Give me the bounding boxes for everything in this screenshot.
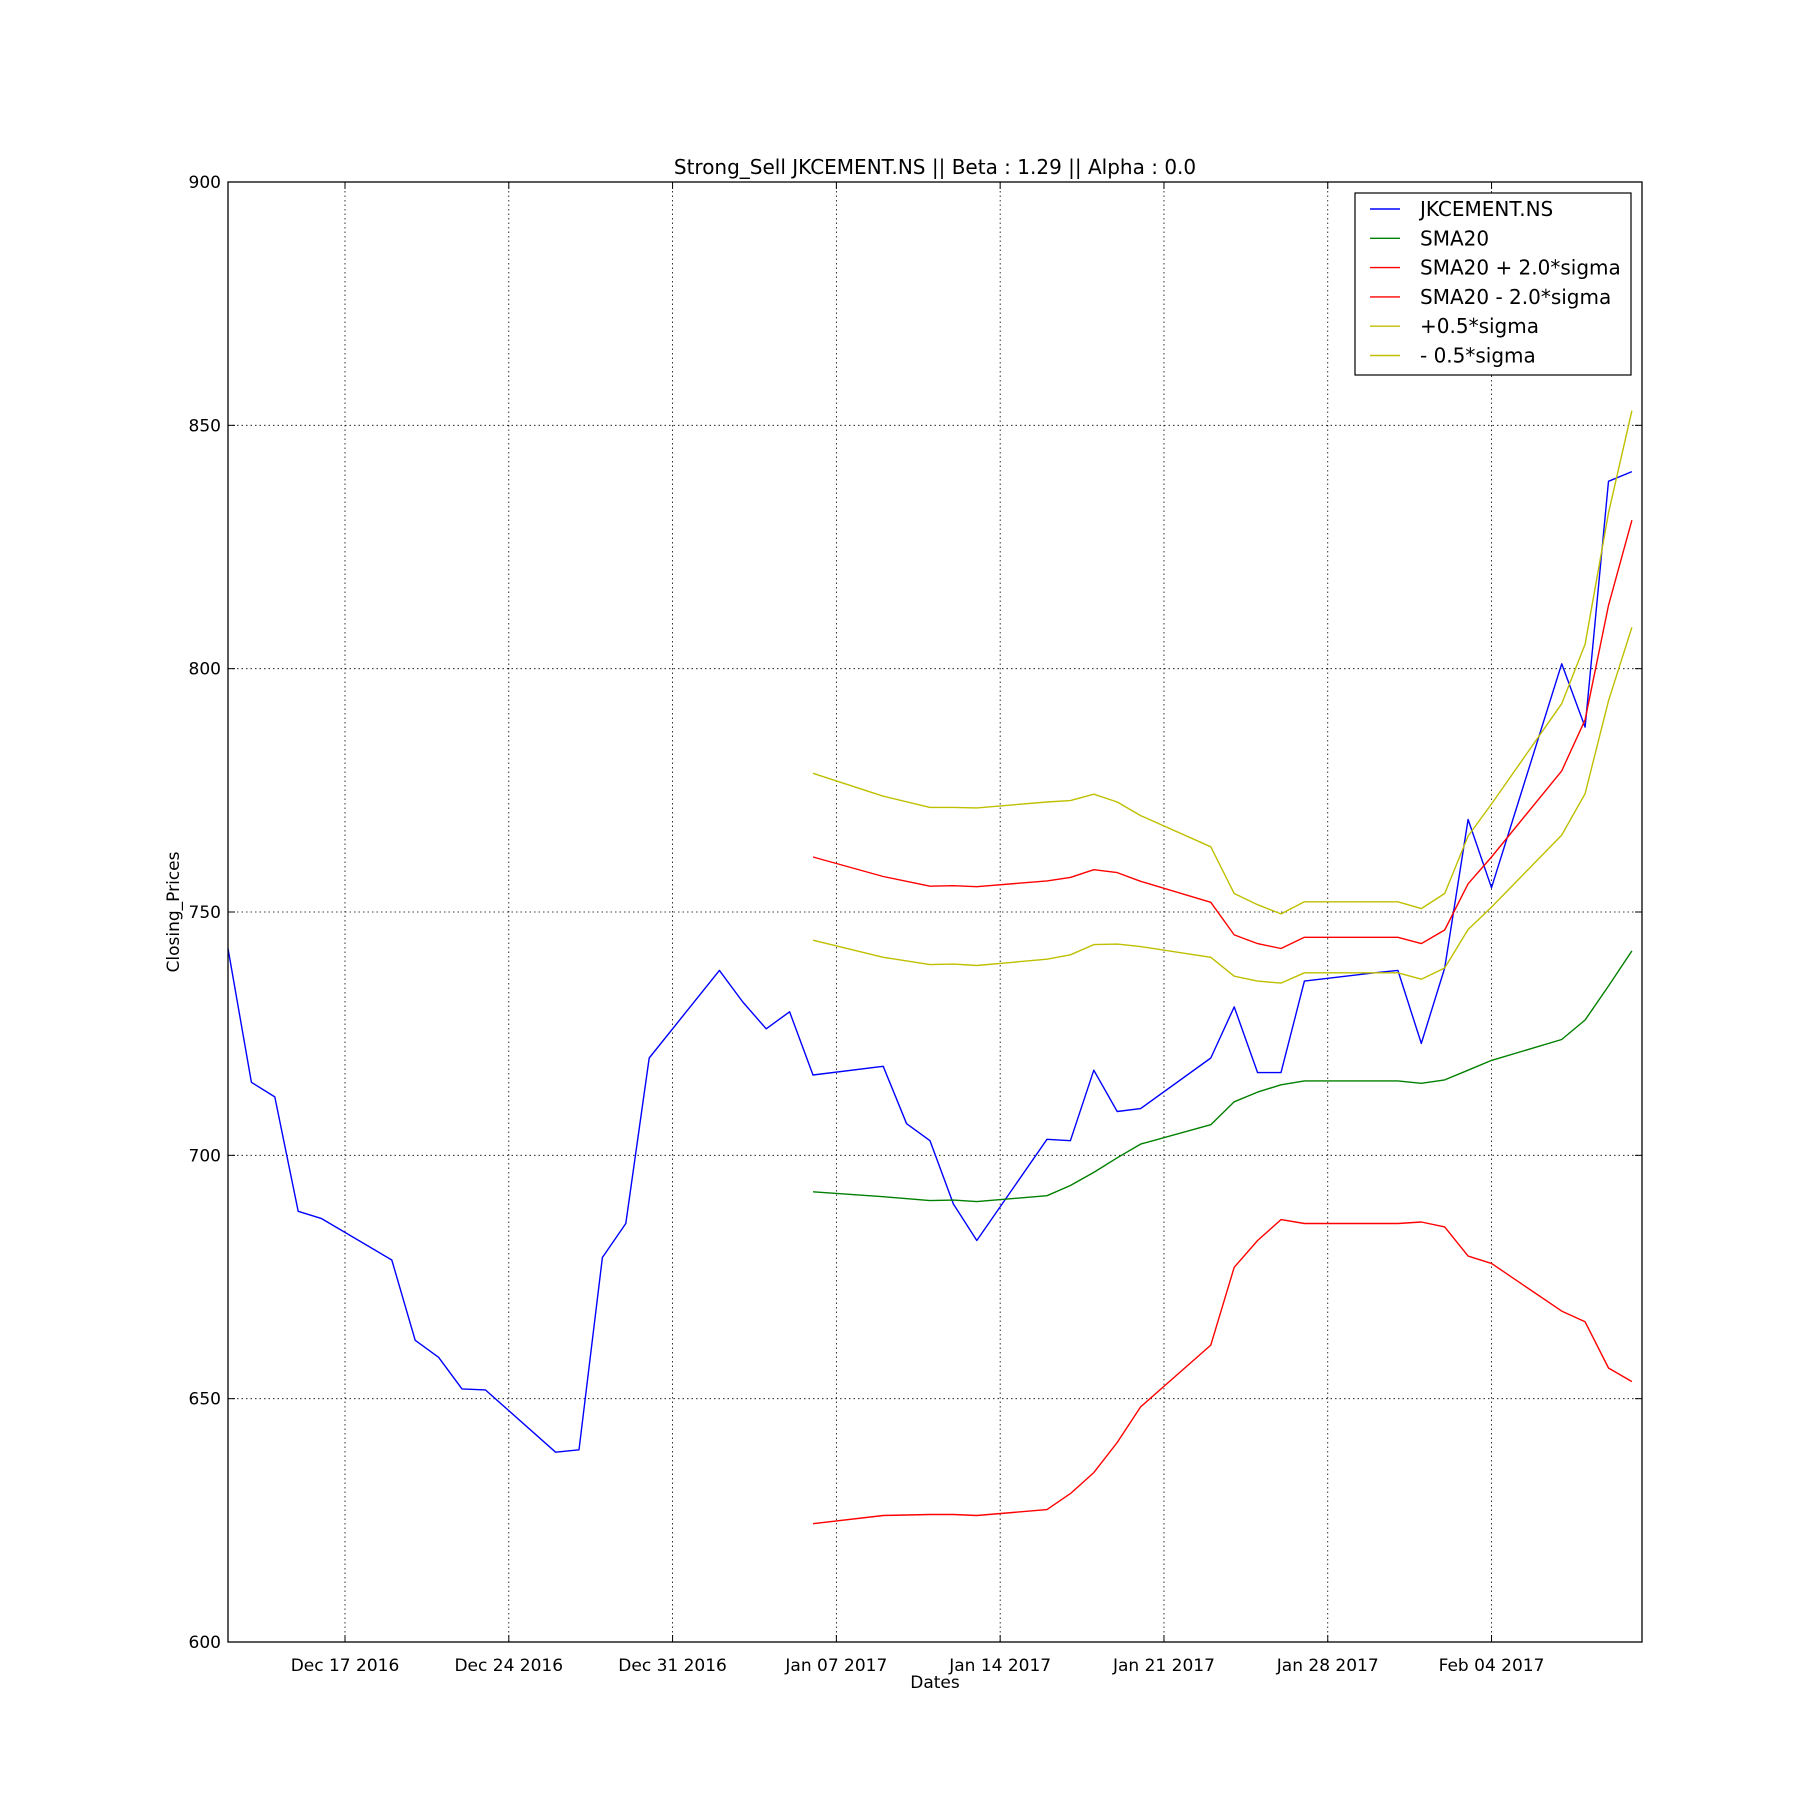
y-tick-label: 800 [189, 660, 221, 680]
x-axis-ticks: Dec 17 2016 Dec 24 2016 Dec 31 2016 Jan 07 … [291, 182, 1545, 1676]
legend-box [1354, 192, 1632, 376]
y-tick-label: 850 [189, 416, 221, 436]
y-axis-ticks: 600 650 700 750 800 850 900 [189, 173, 1642, 1653]
legend-label: SMA20 [1420, 226, 1489, 250]
x-tick-label: Feb 04 2017 [1439, 1656, 1545, 1676]
y-tick-label: 750 [189, 903, 221, 923]
x-tick-label: Jan 21 2017 [1112, 1656, 1215, 1676]
series-line-5 [812, 627, 1633, 984]
legend-label: SMA20 - 2.0*sigma [1420, 285, 1611, 309]
series-line-2 [812, 520, 1633, 950]
series-line-3 [812, 1218, 1633, 1525]
x-tick-label: Jan 07 2017 [784, 1656, 887, 1676]
y-tick-label: 900 [189, 173, 221, 193]
x-tick-label: Dec 31 2016 [618, 1656, 727, 1676]
x-axis-label: Dates [910, 1673, 960, 1693]
x-tick-label: Dec 17 2016 [291, 1656, 400, 1676]
chart-title: Strong_Sell JKCEMENT.NS || Beta : 1.29 |… [674, 155, 1196, 179]
x-tick-label: Jan 28 2017 [1276, 1656, 1379, 1676]
y-tick-label: 650 [189, 1390, 221, 1410]
legend-label: JKCEMENT.NS [1418, 197, 1553, 221]
legend-label: - 0.5*sigma [1420, 344, 1536, 368]
legend-label: +0.5*sigma [1420, 314, 1539, 338]
x-tick-label: Jan 14 2017 [948, 1656, 1051, 1676]
series-line-1 [812, 950, 1633, 1203]
series-line-4 [812, 410, 1633, 915]
gridlines [228, 182, 1642, 1642]
y-tick-label: 700 [189, 1146, 221, 1166]
y-axis-label: Closing_Prices [164, 851, 184, 972]
x-tick-label: Dec 24 2016 [454, 1656, 563, 1676]
legend: JKCEMENT.NS SMA20 SMA20 + 2.0*sigma SMA20 -… [1354, 192, 1632, 376]
plot-lines [227, 410, 1633, 1525]
series-line-0 [227, 470, 1633, 1453]
y-tick-label: 600 [189, 1633, 221, 1653]
legend-label: SMA20 + 2.0*sigma [1420, 256, 1621, 280]
